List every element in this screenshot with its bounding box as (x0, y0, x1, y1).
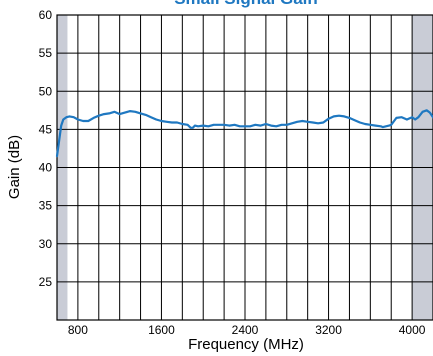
x-tick-labels: 800 1600 2400 3200 4000 (68, 323, 426, 337)
chart-title: Small Signal Gain (174, 0, 318, 8)
y-tick-label: 60 (39, 8, 53, 22)
y-axis-label: Gain (dB) (6, 135, 23, 199)
x-tick-label: 4000 (399, 323, 426, 337)
x-axis-label: Frequency (MHz) (188, 336, 304, 353)
y-tick-label: 40 (39, 161, 53, 175)
x-tick-label: 3200 (315, 323, 342, 337)
grid-lines (57, 15, 433, 320)
y-tick-label: 35 (39, 199, 53, 213)
x-tick-label: 2400 (232, 323, 259, 337)
y-tick-label: 30 (39, 237, 53, 251)
x-tick-label: 1600 (148, 323, 175, 337)
x-tick-label: 800 (68, 323, 88, 337)
y-tick-label: 55 (39, 46, 53, 60)
plot-frame (56, 14, 433, 321)
y-tick-label: 45 (39, 122, 53, 136)
y-tick-label: 50 (39, 84, 53, 98)
y-tick-labels: 25 30 35 40 45 50 55 60 (39, 8, 53, 289)
gain-series-line (55, 109, 433, 158)
y-tick-label: 25 (39, 275, 53, 289)
